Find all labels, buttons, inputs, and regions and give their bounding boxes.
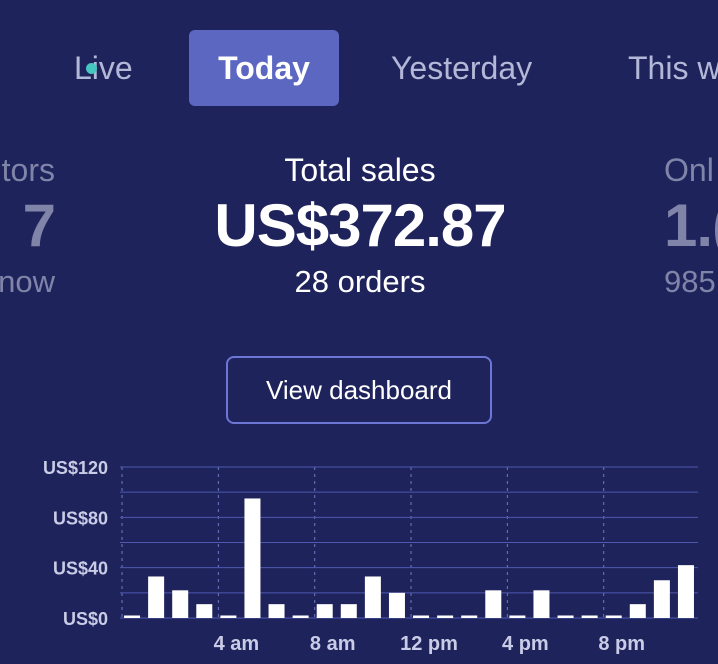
stat-visitors-sub: now (0, 264, 55, 299)
x-tick-label: 8 pm (598, 633, 645, 655)
bar-3 (196, 604, 213, 618)
bar-11 (388, 592, 405, 618)
bar-9 (340, 604, 357, 618)
y-tick-label: US$80 (53, 508, 108, 528)
stat-visitors: tors 7 now (0, 152, 56, 300)
view-dashboard-button[interactable]: View dashboard (226, 356, 492, 424)
bar-16 (509, 615, 526, 618)
bar-5 (244, 498, 261, 618)
x-tick-label: 4 pm (502, 633, 549, 655)
bar-4 (220, 615, 237, 618)
stat-visitors-label: tors (1, 152, 55, 188)
tab-yesterday[interactable]: Yesterday (391, 50, 533, 86)
bar-7 (292, 615, 309, 618)
x-tick-label: 4 am (214, 633, 260, 655)
tab-today[interactable]: Today (189, 30, 339, 106)
bar-12 (413, 615, 430, 618)
bar-21 (629, 604, 646, 618)
bar-10 (364, 576, 381, 618)
stat-total-sales: Total sales US$372.87 28 orders (160, 152, 560, 300)
y-tick-label: US$120 (43, 458, 108, 478)
period-tabs: Live Today Yesterday This w (0, 30, 718, 106)
y-tick-label: US$40 (53, 559, 108, 579)
y-tick-label: US$0 (63, 609, 108, 629)
stat-online: Onl 1.( 985 (664, 152, 718, 300)
bar-13 (437, 615, 454, 618)
tab-this-week[interactable]: This w (628, 50, 718, 86)
x-tick-label: 8 am (310, 633, 356, 655)
bar-2 (172, 590, 189, 618)
bar-22 (653, 580, 670, 618)
bar-1 (148, 576, 165, 618)
stat-visitors-value: 7 (22, 192, 56, 259)
total-sales-label: Total sales (284, 152, 436, 188)
live-indicator-icon (86, 63, 97, 74)
bar-0 (124, 615, 141, 618)
bar-8 (316, 604, 333, 618)
x-tick-label: 12 pm (400, 633, 458, 655)
bar-17 (533, 590, 550, 618)
bar-23 (677, 565, 694, 618)
bar-20 (605, 615, 622, 618)
stat-online-label: Onl (664, 152, 714, 188)
stat-online-sub: 985 (664, 264, 716, 299)
tab-live-label: Live (74, 50, 133, 86)
total-sales-value: US$372.87 (214, 192, 506, 259)
bar-15 (485, 590, 502, 618)
bar-14 (461, 615, 478, 618)
bar-6 (268, 604, 285, 618)
bar-18 (557, 615, 574, 618)
total-orders: 28 orders (294, 264, 426, 299)
bar-19 (581, 615, 598, 618)
stat-online-value: 1.( (664, 192, 718, 259)
tab-live[interactable]: Live (43, 30, 133, 106)
